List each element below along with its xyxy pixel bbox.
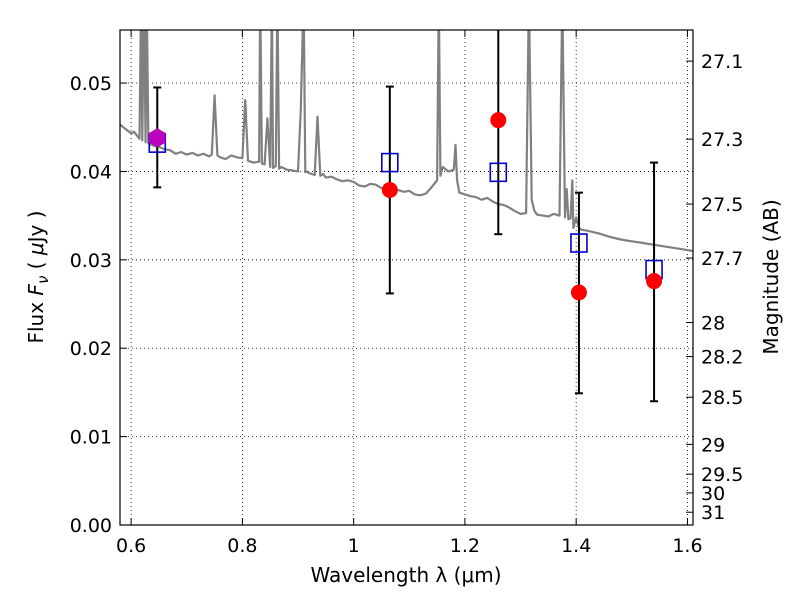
right-tick-label: 29.5 xyxy=(701,464,743,486)
right-tick-label: 29 xyxy=(701,434,725,456)
x-tick-label: 0.6 xyxy=(116,535,146,557)
right-tick-label: 28 xyxy=(701,313,725,335)
y-tick-label: 0.05 xyxy=(70,73,112,95)
right-tick-label: 30 xyxy=(701,483,725,505)
observed-flux-point xyxy=(646,273,663,290)
observed-flux-point xyxy=(490,112,507,129)
plot-frame xyxy=(119,29,694,526)
x-axis-title: Wavelength λ (μm) xyxy=(310,563,501,587)
x-tick-label: 1.2 xyxy=(450,535,480,557)
x-tick-label: 0.8 xyxy=(227,535,257,557)
x-tick-label: 1.4 xyxy=(561,535,591,557)
tick-layer: 0.6 0.8 1 1.2 1.4 1.6 0.00 0.01 0.02 0.03 0.04 0.05… xyxy=(70,30,743,557)
grid-layer xyxy=(120,30,693,526)
model-spectrum-line xyxy=(120,30,693,253)
y-axis-title-left: Flux Fν ( μJy ) xyxy=(24,210,52,343)
observed-flux-point xyxy=(570,284,587,301)
x-tick-label: 1.6 xyxy=(672,535,702,557)
y-tick-label: 0.01 xyxy=(70,427,112,449)
right-tick-label: 31 xyxy=(701,502,725,524)
model-photometry-square xyxy=(381,152,399,173)
right-tick-label: 27.5 xyxy=(701,194,743,216)
model-photometry-square xyxy=(489,162,508,183)
y-tick-label: 0.03 xyxy=(70,250,112,272)
y-tick-label: 0.02 xyxy=(70,338,112,360)
observed-flux-hexagon xyxy=(149,128,166,148)
x-tick-label: 1 xyxy=(348,535,360,557)
y-tick-label: 0.00 xyxy=(70,515,112,537)
y-axis-title-right: Magnitude (AB) xyxy=(759,199,783,354)
right-tick-label: 27.7 xyxy=(701,248,743,270)
model-photometry-square xyxy=(570,233,588,253)
right-tick-label: 28.5 xyxy=(701,387,743,409)
right-tick-label: 28.2 xyxy=(701,347,743,369)
observed-flux-point xyxy=(381,181,398,198)
right-tick-label: 27.3 xyxy=(701,129,743,151)
data-layer xyxy=(120,30,693,403)
right-tick-label: 27.1 xyxy=(701,51,743,73)
y-tick-label: 0.04 xyxy=(70,161,112,183)
